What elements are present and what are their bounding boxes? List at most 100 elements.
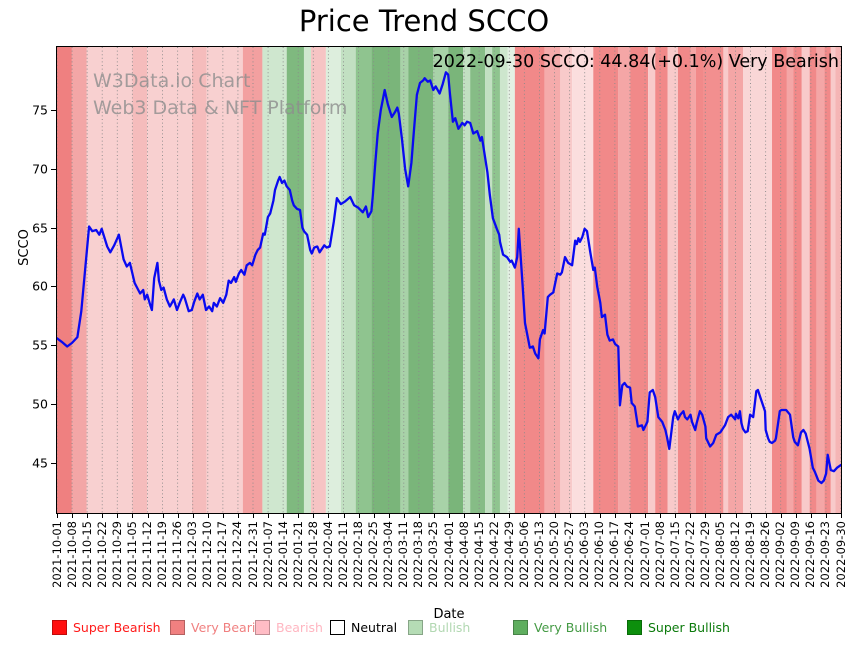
x-tick-label: 2022-04-08 [456,521,471,588]
sentiment-band [809,47,817,513]
y-tick-label: 55 [32,337,48,353]
x-tick-mark [298,514,300,518]
x-tick-mark [192,514,194,518]
sentiment-band [262,47,287,513]
x-tick-mark [705,514,707,518]
sentiment-band [786,47,794,513]
x-tick-mark [237,514,239,518]
x-tick-label: 2022-08-12 [728,521,742,588]
y-tick-mark [51,227,56,229]
sentiment-band [355,47,372,513]
sentiment-band [655,47,668,513]
x-tick-mark [810,514,812,518]
sentiment-band [492,47,500,513]
x-tick-mark [102,514,104,518]
sentiment-band [400,47,409,513]
x-tick-mark [765,514,767,518]
x-tick-label: 2022-01-14 [275,521,290,588]
x-tick-mark [479,514,481,518]
x-tick-mark [418,514,420,518]
sentiment-band [816,47,825,513]
x-tick-mark [117,514,119,518]
legend-label: Super Bearish [73,620,161,635]
y-tick-label: 75 [32,102,48,118]
sentiment-band [303,47,312,513]
x-tick-label: 2021-11-19 [155,521,169,588]
sentiment-band [340,47,356,513]
sentiment-band [824,47,831,513]
x-tick-label: 2022-06-17 [607,521,622,588]
x-tick-label: 2022-03-04 [381,521,396,588]
x-tick-label: 2022-05-13 [532,521,546,588]
legend-swatch [627,620,642,635]
sentiment-band [191,47,207,513]
x-tick-mark [675,514,677,518]
legend-swatch [513,620,528,635]
sentiment-band [560,47,573,513]
watermark: W3Data.io Chart Web3 Data & NFT Platform [93,68,347,122]
sentiment-band [690,47,696,513]
x-tick-mark [629,514,631,518]
x-tick-mark [177,514,179,518]
x-tick-label: 2022-04-22 [486,521,501,588]
x-tick-mark [614,514,616,518]
y-tick-label: 50 [32,396,48,412]
x-tick-label: 2021-11-12 [140,521,154,588]
x-tick-mark [253,514,254,518]
sentiment-band [695,47,704,513]
sentiment-band [618,47,631,513]
x-tick-mark [57,514,58,518]
x-tick-mark [388,514,390,518]
y-tick-mark [51,462,56,464]
x-tick-mark [87,514,89,518]
x-tick-mark [343,514,345,518]
y-tick-mark [51,404,56,406]
sentiment-band [499,47,508,513]
x-tick-mark [283,514,285,518]
x-tick-label: 2021-10-15 [79,521,94,588]
sentiment-legend: Super Bearish Very Bearish Bearish Neutral B… [0,620,848,642]
x-tick-label: 2022-09-02 [773,521,788,588]
chart-title: Price Trend SCCO [298,4,550,38]
legend-item-bearish: Bearish [255,620,323,635]
x-tick-label: 2021-11-05 [124,521,139,588]
x-tick-mark [147,514,149,518]
sentiment-band [667,47,678,513]
x-tick-label: 2022-02-25 [366,521,381,588]
sentiment-band [86,47,133,513]
legend-label: Bullish [429,620,471,635]
x-tick-label: 2022-06-24 [622,521,637,588]
x-tick-mark [494,514,496,518]
x-tick-label: 2021-10-22 [94,521,109,588]
legend-label: Bearish [276,620,323,635]
x-tick-mark [660,514,662,518]
x-tick-label: 2021-10-01 [49,521,64,588]
x-tick-mark [358,514,360,518]
x-tick-label: 2022-05-27 [562,521,577,588]
x-tick-label: 2021-12-24 [230,521,245,588]
sentiment-band [572,47,594,513]
sentiment-band [242,47,263,513]
x-tick-mark [132,514,134,518]
sentiment-band [311,47,326,513]
x-tick-label: 2022-07-22 [682,521,697,588]
x-tick-mark [464,514,466,518]
y-tick-label: 45 [32,455,48,471]
x-tick-label: 2022-04-15 [471,521,486,588]
plot-canvas [57,47,841,513]
sentiment-band [57,47,72,513]
x-tick-label: 2021-12-10 [200,521,215,588]
sentiment-band [507,47,515,513]
y-tick-label: 60 [32,278,48,294]
x-tick-mark [72,514,74,518]
sentiment-band [772,47,787,513]
x-tick-label: 2022-07-29 [697,521,712,588]
sentiment-band [648,47,656,513]
x-tick-mark [207,514,209,518]
x-tick-label: 2021-12-03 [185,521,200,588]
sentiment-band [835,47,841,513]
sentiment-band [703,47,724,513]
legend-label: Super Bullish [648,620,730,635]
x-tick-label: 2022-01-28 [305,521,320,588]
x-tick-label: 2022-06-03 [577,521,592,588]
